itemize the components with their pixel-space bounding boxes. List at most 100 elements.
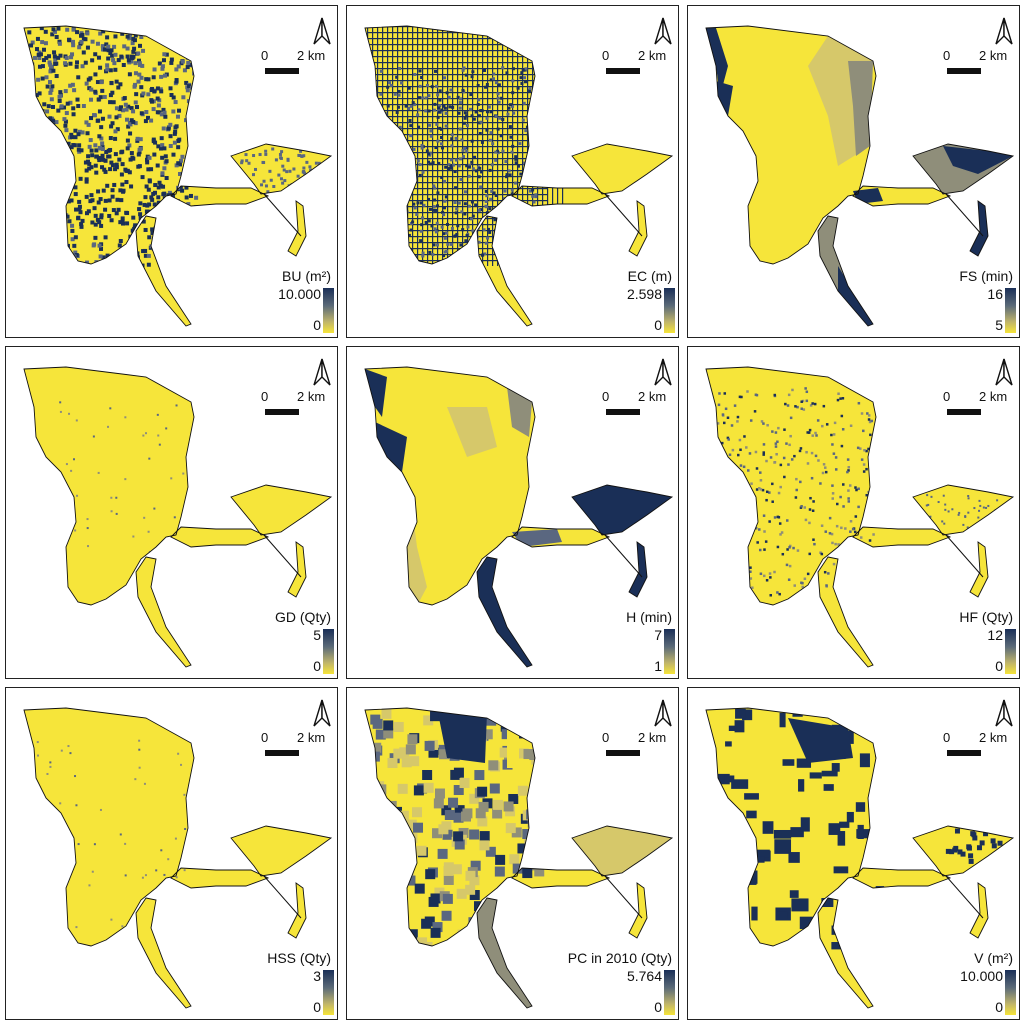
- scale-end-label: 2 km: [979, 389, 1008, 404]
- legend-max: 12: [987, 627, 1003, 643]
- legend-max: 3: [313, 968, 321, 984]
- scale-start-label: 0: [261, 389, 269, 404]
- scale-bar: 0 2 km: [935, 48, 1015, 76]
- legend-max: 16: [987, 286, 1003, 302]
- scale-start-label: 0: [943, 389, 951, 404]
- map-gd: [23, 366, 333, 668]
- scale-bar-graphic: [606, 750, 640, 756]
- legend-title: HSS (Qty): [267, 950, 331, 966]
- scale-start-label: 0: [943, 48, 951, 63]
- map-panel-bu: 0 2 km BU (m²) 10.000 0: [5, 5, 338, 338]
- legend-title: FS (min): [959, 268, 1013, 284]
- legend-color-ramp: [664, 288, 675, 333]
- legend-color-ramp: [323, 970, 334, 1015]
- legend-title: PC in 2010 (Qty): [567, 950, 672, 966]
- legend-min: 0: [654, 999, 662, 1015]
- legend-title: V (m²): [974, 950, 1013, 966]
- north-arrow-icon: [313, 699, 331, 727]
- legend-title: BU (m²): [282, 268, 331, 284]
- scale-bar: 0 2 km: [935, 389, 1015, 417]
- scale-end-label: 2 km: [297, 389, 326, 404]
- scale-start-label: 0: [602, 389, 610, 404]
- scale-bar: 0 2 km: [594, 48, 674, 76]
- scale-end-label: 2 km: [638, 48, 667, 63]
- map-panel-v: 0 2 km V (m²) 10.000 0: [687, 687, 1020, 1020]
- scale-start-label: 0: [602, 730, 610, 745]
- legend-color-ramp: [1005, 970, 1016, 1015]
- scale-end-label: 2 km: [979, 48, 1008, 63]
- scale-bar-graphic: [265, 750, 299, 756]
- map-ec: [364, 25, 674, 327]
- north-arrow-icon: [995, 699, 1013, 727]
- north-arrow-icon: [654, 699, 672, 727]
- scale-bar-graphic: [265, 409, 299, 415]
- north-arrow-icon: [654, 17, 672, 45]
- legend-color-ramp: [664, 970, 675, 1015]
- north-arrow-icon: [313, 17, 331, 45]
- map-hf: [705, 366, 1015, 668]
- map-hss: [23, 707, 333, 1009]
- map-pc: [364, 707, 674, 1009]
- legend-min: 1: [654, 658, 662, 674]
- scale-start-label: 0: [261, 730, 269, 745]
- map-panel-hf: 0 2 km HF (Qty) 12 0: [687, 346, 1020, 679]
- legend-min: 5: [995, 317, 1003, 333]
- legend-min: 0: [313, 658, 321, 674]
- legend-color-ramp: [1005, 288, 1016, 333]
- map-v: [705, 707, 1015, 1009]
- north-arrow-icon: [995, 17, 1013, 45]
- scale-start-label: 0: [943, 730, 951, 745]
- scale-bar: 0 2 km: [935, 730, 1015, 758]
- map-panel-gd: 0 2 km GD (Qty) 5 0: [5, 346, 338, 679]
- scale-bar-graphic: [265, 68, 299, 74]
- scale-bar-graphic: [947, 68, 981, 74]
- map-panel-h: 0 2 km H (min) 7 1: [346, 346, 679, 679]
- legend-color-ramp: [664, 629, 675, 674]
- legend-max: 10.000: [278, 286, 321, 302]
- map-fs: [705, 25, 1015, 327]
- scale-bar: 0 2 km: [594, 389, 674, 417]
- scale-end-label: 2 km: [297, 48, 326, 63]
- scale-bar: 0 2 km: [594, 730, 674, 758]
- scale-end-label: 2 km: [979, 730, 1008, 745]
- legend-max: 5.764: [626, 968, 662, 984]
- north-arrow-icon: [313, 358, 331, 386]
- legend-min: 0: [654, 317, 662, 333]
- scale-bar-graphic: [606, 68, 640, 74]
- legend-max: 7: [654, 627, 662, 643]
- legend-min: 0: [313, 999, 321, 1015]
- map-bu: [23, 25, 333, 327]
- map-h: [364, 366, 674, 668]
- north-arrow-icon: [654, 358, 672, 386]
- scale-end-label: 2 km: [638, 730, 667, 745]
- legend-title: H (min): [626, 609, 672, 625]
- scale-bar-graphic: [606, 409, 640, 415]
- legend-min: 0: [995, 658, 1003, 674]
- scale-bar: 0 2 km: [253, 48, 333, 76]
- legend-title: GD (Qty): [275, 609, 331, 625]
- map-grid: 0 2 km BU (m²) 10.000 0 0 2 km EC (m) 2.598 0 0 2…: [5, 5, 1020, 1020]
- scale-bar-graphic: [947, 409, 981, 415]
- scale-start-label: 0: [602, 48, 610, 63]
- scale-bar: 0 2 km: [253, 389, 333, 417]
- legend-title: EC (m): [627, 268, 672, 284]
- map-panel-hss: 0 2 km HSS (Qty) 3 0: [5, 687, 338, 1020]
- legend-color-ramp: [323, 288, 334, 333]
- scale-start-label: 0: [261, 48, 269, 63]
- scale-bar-graphic: [947, 750, 981, 756]
- scale-end-label: 2 km: [638, 389, 667, 404]
- legend-min: 0: [995, 999, 1003, 1015]
- scale-bar: 0 2 km: [253, 730, 333, 758]
- north-arrow-icon: [995, 358, 1013, 386]
- map-panel-ec: 0 2 km EC (m) 2.598 0: [346, 5, 679, 338]
- map-panel-pc: 0 2 km PC in 2010 (Qty) 5.764 0: [346, 687, 679, 1020]
- map-panel-fs: 0 2 km FS (min) 16 5: [687, 5, 1020, 338]
- scale-end-label: 2 km: [297, 730, 326, 745]
- legend-max: 2.598: [626, 286, 662, 302]
- legend-title: HF (Qty): [959, 609, 1013, 625]
- legend-color-ramp: [323, 629, 334, 674]
- legend-max: 5: [313, 627, 321, 643]
- legend-max: 10.000: [960, 968, 1003, 984]
- legend-color-ramp: [1005, 629, 1016, 674]
- legend-min: 0: [313, 317, 321, 333]
